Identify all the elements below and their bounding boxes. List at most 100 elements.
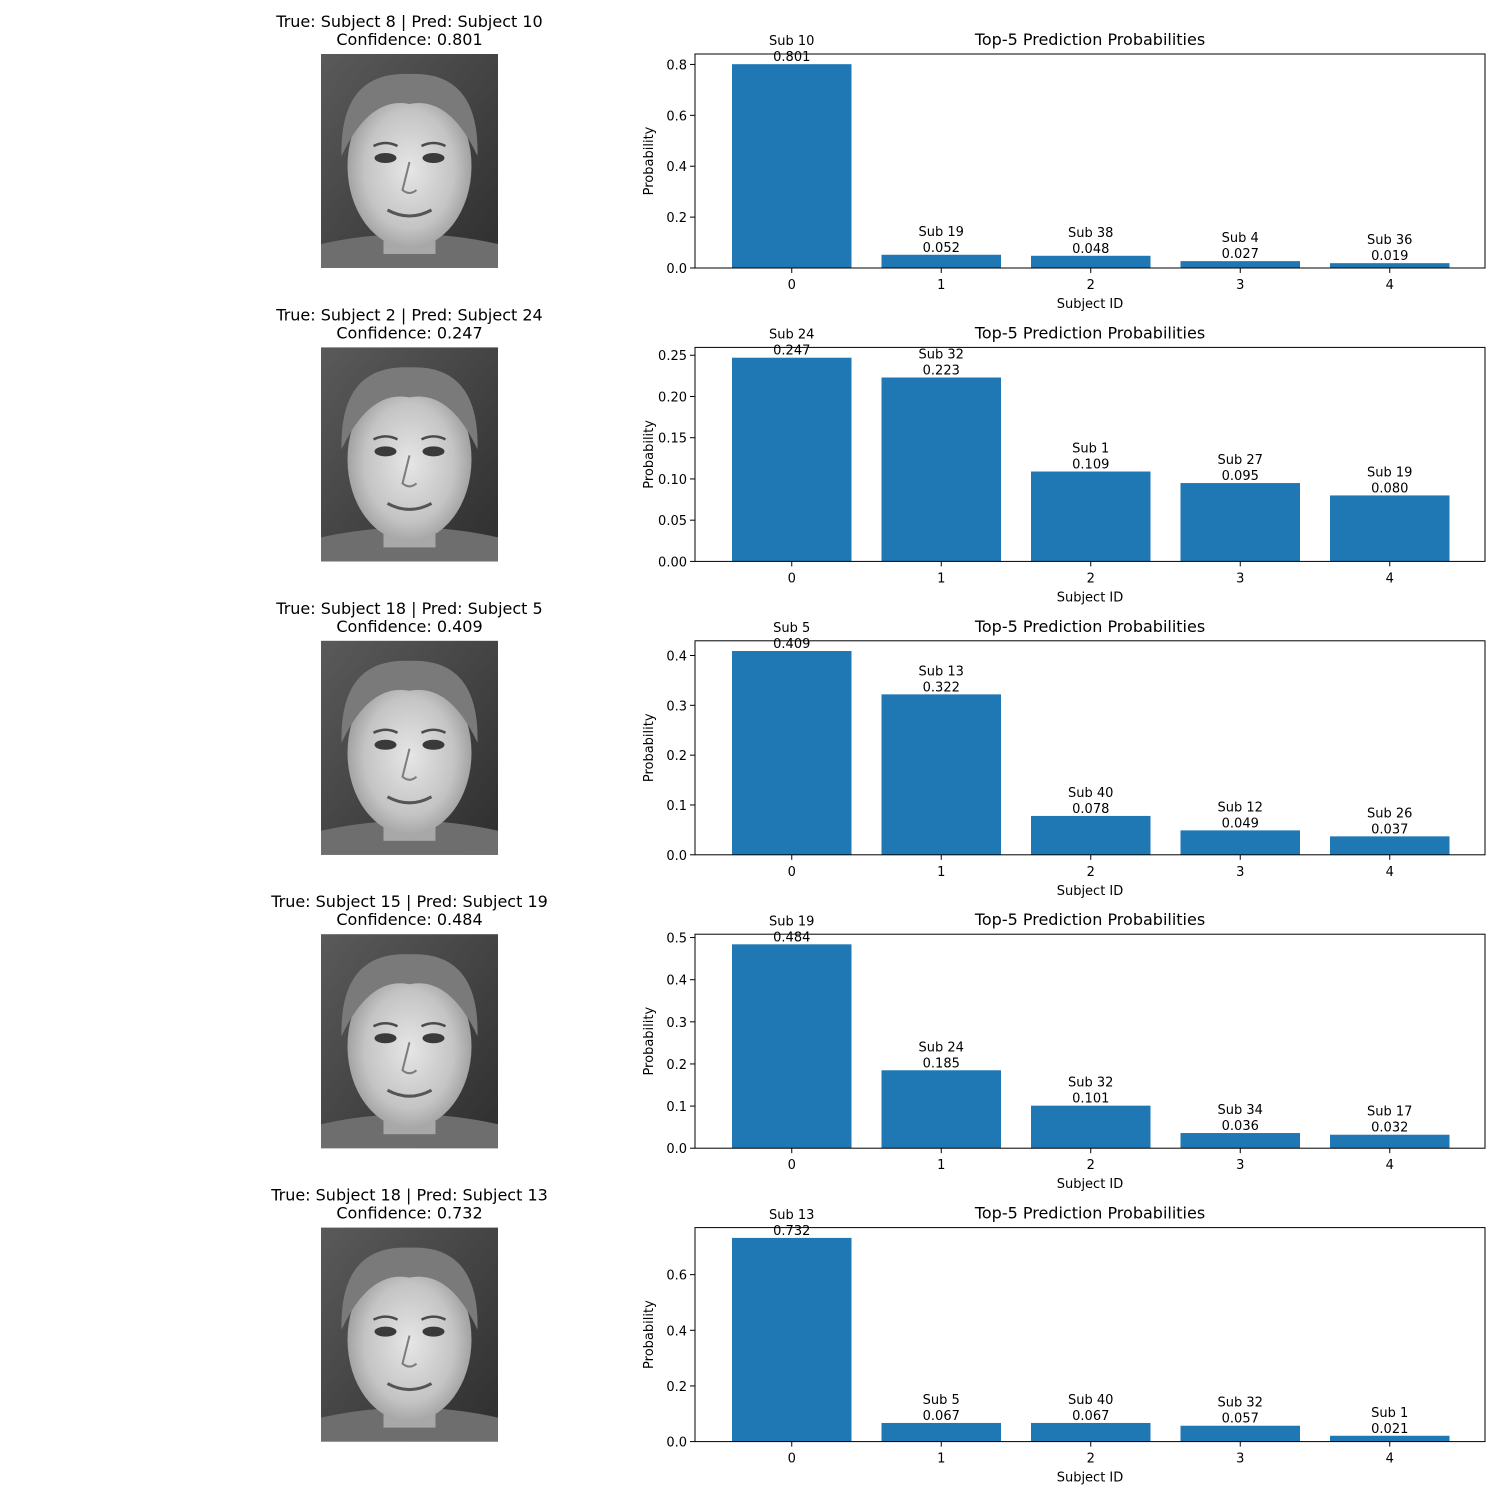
y-tick-label: 0.2 — [666, 1380, 687, 1395]
bar-subject-label: Sub 24 — [919, 1040, 964, 1055]
face-mouth — [386, 208, 433, 218]
y-tick-label: 0.05 — [658, 514, 687, 529]
bar-value-label: 0.322 — [923, 680, 960, 695]
face-nose — [401, 1041, 418, 1075]
face-eye-left — [374, 739, 397, 750]
axes-frame — [694, 933, 1486, 1149]
y-tick-label: 0.2 — [666, 1058, 687, 1073]
bar-value-label: 0.078 — [1072, 802, 1109, 817]
axes-frame — [694, 53, 1486, 269]
bar-value-label: 0.732 — [773, 1224, 810, 1239]
bar-0 — [732, 1237, 852, 1442]
bar-subject-label: Sub 38 — [1068, 226, 1113, 241]
bar-value-label: 0.247 — [773, 344, 810, 359]
x-tick-label: 4 — [1386, 1158, 1394, 1173]
y-tick-label: 0.15 — [658, 432, 687, 447]
bar-2 — [1031, 255, 1151, 268]
face-title: True: Subject 18 | Pred: Subject 13 — [270, 1186, 548, 1205]
bar-subject-label: Sub 5 — [773, 621, 810, 636]
x-axis-label: Subject ID — [1057, 590, 1124, 605]
face-mouth — [386, 502, 433, 511]
face-eye-left — [374, 153, 397, 163]
face-eyebrows — [372, 435, 447, 441]
x-tick-label: 3 — [1236, 1158, 1244, 1173]
y-tick-label: 0.0 — [666, 1436, 687, 1451]
y-tick-label: 0.1 — [666, 1100, 687, 1115]
axes-frame — [694, 346, 1486, 562]
x-tick-label: 3 — [1236, 1452, 1244, 1467]
y-tick-label: 0.2 — [666, 749, 687, 764]
y-tick-label: 0.4 — [666, 974, 687, 989]
bar-subject-label: Sub 26 — [1367, 806, 1412, 821]
bar-subject-label: Sub 32 — [919, 348, 964, 363]
y-tick-label: 0.25 — [658, 349, 687, 364]
bar-subject-label: Sub 32 — [1218, 1396, 1263, 1411]
bar-subject-label: Sub 13 — [769, 1208, 814, 1223]
y-axis-label: Probability — [642, 713, 657, 782]
x-tick-label: 2 — [1087, 571, 1095, 586]
bar-subject-label: Sub 27 — [1218, 453, 1263, 468]
bar-subject-label: Sub 4 — [1222, 231, 1259, 246]
face-nose — [401, 455, 418, 488]
y-tick-label: 0.4 — [666, 1324, 687, 1339]
face-title: True: Subject 8 | Pred: Subject 10 — [275, 12, 542, 31]
chart-row-1: True: Subject 8 | Pred: Subject 10Confid… — [275, 12, 1486, 312]
bar-2 — [1031, 1422, 1151, 1442]
bar-value-label: 0.021 — [1371, 1422, 1408, 1437]
bar-subject-label: Sub 17 — [1367, 1105, 1412, 1120]
y-tick-label: 0.5 — [666, 932, 687, 947]
x-tick-label: 1 — [937, 278, 945, 293]
chart-row-2: True: Subject 2 | Pred: Subject 24Confid… — [275, 305, 1486, 605]
face-eye-right — [422, 1033, 445, 1044]
bar-1 — [881, 254, 1001, 268]
face-eye-left — [374, 1326, 397, 1337]
y-axis-label: Probability — [642, 420, 657, 489]
bar-subject-label: Sub 5 — [923, 1393, 960, 1408]
chart-row-3: True: Subject 18 | Pred: Subject 5Confid… — [275, 599, 1486, 899]
bar-subject-label: Sub 1 — [1371, 1406, 1408, 1421]
bar-1 — [881, 1070, 1001, 1149]
face-image — [321, 640, 498, 855]
face-confidence: Confidence: 0.247 — [336, 323, 482, 342]
bar-subject-label: Sub 12 — [1218, 800, 1263, 815]
face-eye-left — [374, 1033, 397, 1044]
y-tick-label: 0.10 — [658, 473, 687, 488]
bar-4 — [1330, 836, 1450, 855]
face-eyebrows — [372, 141, 447, 148]
face-confidence: Confidence: 0.484 — [336, 910, 482, 929]
bar-subject-label: Sub 10 — [769, 34, 814, 49]
bar-3 — [1180, 483, 1300, 562]
bar-0 — [732, 357, 852, 562]
x-tick-label: 4 — [1386, 865, 1394, 880]
bar-subject-label: Sub 34 — [1218, 1103, 1263, 1118]
bar-value-label: 0.049 — [1222, 816, 1259, 831]
face-hair — [341, 367, 478, 450]
y-tick-label: 0.2 — [666, 211, 687, 226]
bar-subject-label: Sub 19 — [769, 914, 814, 929]
x-tick-label: 1 — [937, 865, 945, 880]
face-eye-right — [422, 446, 445, 457]
bar-1 — [881, 377, 1001, 562]
face-image — [321, 54, 498, 268]
x-tick-label: 4 — [1386, 571, 1394, 586]
chart-title: Top-5 Prediction Probabilities — [974, 323, 1205, 342]
face-confidence: Confidence: 0.409 — [336, 617, 482, 636]
x-axis-label: Subject ID — [1057, 1177, 1124, 1192]
x-tick-label: 2 — [1087, 1158, 1095, 1173]
x-tick-label: 0 — [788, 571, 796, 586]
bar-3 — [1180, 830, 1300, 855]
chart-title: Top-5 Prediction Probabilities — [974, 1204, 1205, 1223]
bar-value-label: 0.019 — [1371, 249, 1408, 264]
y-axis-label: Probability — [642, 1007, 657, 1076]
bar-4 — [1330, 1435, 1450, 1442]
face-title: True: Subject 2 | Pred: Subject 24 — [275, 305, 542, 324]
bar-0 — [732, 944, 852, 1149]
axes-frame — [694, 640, 1486, 856]
x-tick-label: 0 — [788, 865, 796, 880]
y-tick-label: 0.0 — [666, 1142, 687, 1157]
y-tick-label: 0.6 — [666, 109, 687, 124]
face-eye-right — [422, 153, 445, 163]
face-nose — [401, 161, 418, 194]
chart-title: Top-5 Prediction Probabilities — [974, 617, 1205, 636]
